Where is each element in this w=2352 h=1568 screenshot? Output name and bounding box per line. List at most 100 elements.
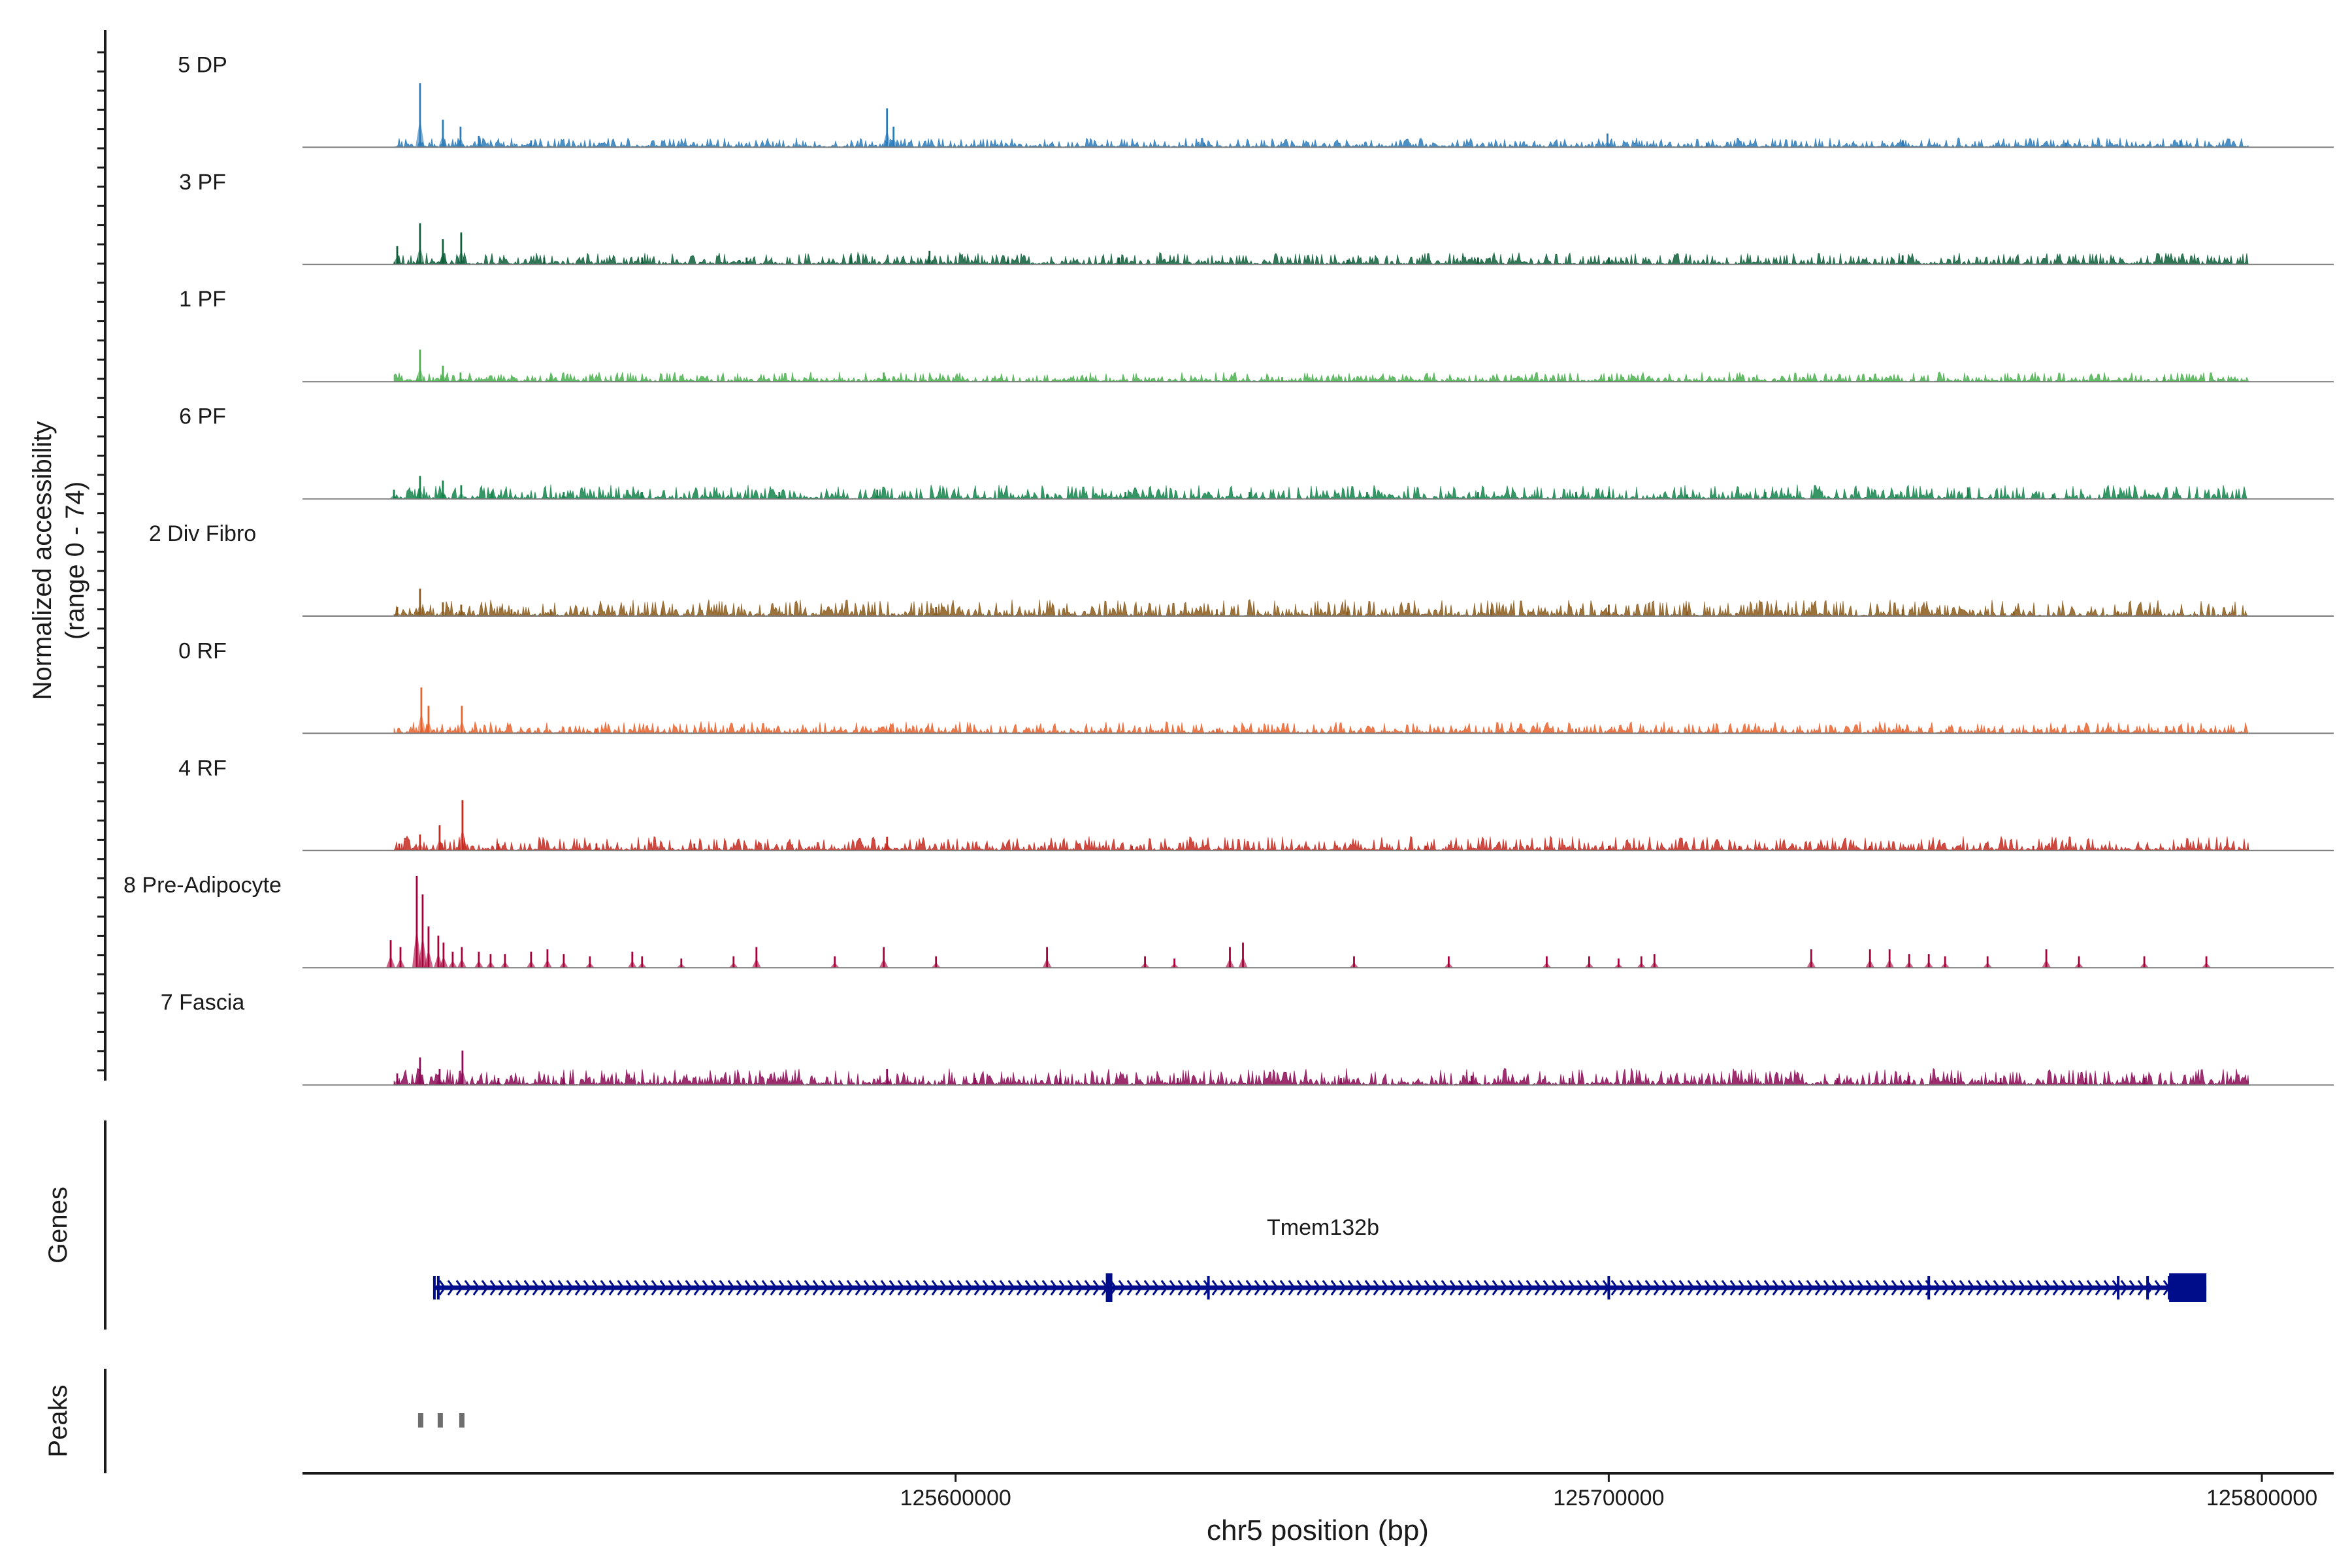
- peak-shoulder-2-div-fibro-2: [438, 610, 448, 616]
- peak-shoulder-2-div-fibro-14: [1898, 613, 1908, 616]
- peak-shoulder-7-fascia-10: [1336, 1081, 1346, 1085]
- peak-shoulder-8-pre-adipocyte-34: [1637, 962, 1646, 968]
- peak-shoulder-4-rf-4: [493, 847, 503, 851]
- gene-strand-chevron-9: [515, 1280, 523, 1296]
- peak-bar-2-div-fibro-3: [460, 604, 463, 616]
- gene-strand-chevron-136: [1593, 1280, 1601, 1296]
- gene-strand-chevron-150: [1712, 1280, 1720, 1296]
- track-label-1-pf: 1 PF: [179, 287, 226, 312]
- peak-shoulder-6-pf-0: [389, 495, 399, 499]
- gene-strand-chevron-85: [1160, 1280, 1168, 1296]
- peak-bar-3-pf-4: [543, 257, 546, 265]
- peak-bar-1-pf-9: [2163, 377, 2165, 382]
- peak-shoulder-7-fascia-6: [882, 1077, 892, 1085]
- peak-bar-8-pre-adipocyte-27: [1229, 947, 1231, 968]
- gene-strand-chevron-32: [710, 1280, 718, 1296]
- peaks-label: Peaks: [44, 1384, 73, 1457]
- gene-strand-chevron-148: [1695, 1280, 1703, 1296]
- gene-strand-chevron-179: [1959, 1280, 1967, 1296]
- peak-bar-7-fascia-11: [1471, 1075, 1473, 1085]
- peak-bar-7-fascia-16: [1999, 1078, 2002, 1085]
- gene-strand-chevron-103: [1313, 1280, 1321, 1296]
- peak-shoulder-8-pre-adipocyte-32: [1584, 962, 1594, 968]
- peak-shoulder-6-pf-13: [1473, 495, 1483, 499]
- peak-bar-6-pf-11: [1249, 492, 1250, 499]
- gene-strand-chevron-18: [591, 1280, 599, 1296]
- gene-strand-chevron-57: [923, 1280, 930, 1296]
- peak-bar-4-rf-9: [1425, 845, 1427, 851]
- x-axis-ticks: 125600000 125700000 125800000: [900, 1473, 2317, 1511]
- gene-strand-chevron-141: [1636, 1280, 1644, 1296]
- peak-bar-4-rf-12: [1869, 845, 1871, 851]
- gene-strand-chevron-135: [1585, 1280, 1593, 1296]
- gene-exon-4: [1607, 1276, 1610, 1299]
- track-4-rf: 4 RF: [178, 756, 2334, 851]
- gene-strand-chevron-38: [761, 1280, 769, 1296]
- peak-shoulder-4-rf-2: [434, 839, 444, 851]
- peak-shoulder-5-dp-12: [2176, 144, 2185, 148]
- gene-strand-chevron-21: [617, 1280, 625, 1296]
- peak-bar-1-pf-7: [1608, 377, 1610, 382]
- peak-shoulder-3-pf-12: [1473, 261, 1483, 265]
- gene-strand-chevron-104: [1322, 1280, 1330, 1296]
- gene-strand-chevron-143: [1653, 1280, 1661, 1296]
- peak-shoulder-2-div-fibro-7: [931, 612, 941, 616]
- peak-shoulder-5-dp-10: [1898, 144, 1908, 148]
- peak-bar-8-pre-adipocyte-15: [589, 956, 591, 968]
- gene-strand-chevron-53: [889, 1280, 896, 1296]
- coverage-ylabel-line2: (range 0 - 74): [61, 482, 90, 640]
- peak-shoulder-7-fascia-12: [1565, 1081, 1575, 1085]
- peak-bar-4-rf-5: [595, 843, 598, 851]
- gene-strand-chevron-102: [1305, 1280, 1313, 1296]
- gene-strand-chevron-31: [702, 1280, 710, 1296]
- peak-bar-0-rf-1: [427, 706, 430, 734]
- gene-strand-chevron-174: [1916, 1280, 1924, 1296]
- track-label-4-rf: 4 RF: [178, 756, 227, 781]
- peak-bar-3-pf-6: [745, 257, 748, 265]
- peak-bar-5-dp-5: [886, 108, 889, 148]
- peak-shoulder-8-pre-adipocyte-23: [931, 962, 941, 968]
- gene-strand-chevron-46: [829, 1280, 837, 1296]
- gene-strand-chevron-82: [1135, 1280, 1143, 1296]
- gene-strand-chevron-129: [1534, 1280, 1542, 1296]
- peak-bar-3-pf-14: [1901, 255, 1904, 265]
- peak-shoulder-8-pre-adipocyte-3: [417, 934, 427, 968]
- gene-strand-chevron-195: [2095, 1280, 2102, 1296]
- peak-bar-3-pf-5: [641, 257, 644, 265]
- peak-bar-8-pre-adipocyte-41: [1944, 956, 1946, 968]
- gene-strand-chevron-112: [1390, 1280, 1397, 1296]
- gene-strand-chevron-101: [1296, 1280, 1304, 1296]
- peak-bar-7-fascia-17: [2084, 1078, 2087, 1085]
- peak-shoulder-2-div-fibro-1: [415, 604, 425, 616]
- gene-strand-chevron-113: [1398, 1280, 1406, 1296]
- gene-strand-chevron-132: [1560, 1280, 1567, 1296]
- gene-strand-chevron-11: [532, 1280, 540, 1296]
- gene-strand-chevron-145: [1670, 1280, 1678, 1296]
- peak-shoulder-1-pf-1: [438, 374, 448, 382]
- peak-shoulder-6-pf-19: [1963, 493, 1973, 499]
- peak-shoulder-7-fascia-0: [393, 1079, 402, 1085]
- coverage-y-ticks: [97, 51, 105, 1071]
- gene-strand-chevron-37: [753, 1280, 760, 1296]
- gene-strand-chevron-52: [880, 1280, 888, 1296]
- peak-shoulder-0-rf-0: [416, 712, 426, 734]
- peak-shoulder-8-pre-adipocyte-39: [1904, 961, 1914, 968]
- peak-shoulder-1-pf-2: [455, 377, 465, 382]
- peak-bar-8-pre-adipocyte-9: [478, 951, 480, 968]
- peak-bar-8-pre-adipocyte-8: [461, 947, 463, 968]
- x-axis-title: chr5 position (bp): [1207, 1514, 1429, 1546]
- peak-shoulder-2-div-fibro-4: [506, 613, 516, 616]
- gene-strand-chevron-100: [1288, 1280, 1296, 1296]
- peak-bar-8-pre-adipocyte-28: [1242, 942, 1244, 968]
- peak-shoulder-6-pf-8: [872, 495, 882, 499]
- peak-bar-3-pf-8: [928, 250, 931, 265]
- peak-bar-3-pf-1: [419, 223, 421, 265]
- peak-bar-0-rf-6: [1575, 728, 1577, 734]
- peak-bar-1-pf-3: [549, 377, 552, 382]
- gene-strand-chevron-162: [1814, 1280, 1822, 1296]
- peak-bar-8-pre-adipocyte-0: [389, 940, 392, 968]
- peak-shoulder-6-pf-1: [415, 488, 425, 499]
- peak-bar-7-fascia-1: [419, 1057, 421, 1085]
- peak-shoulder-8-pre-adipocyte-27: [1225, 958, 1235, 968]
